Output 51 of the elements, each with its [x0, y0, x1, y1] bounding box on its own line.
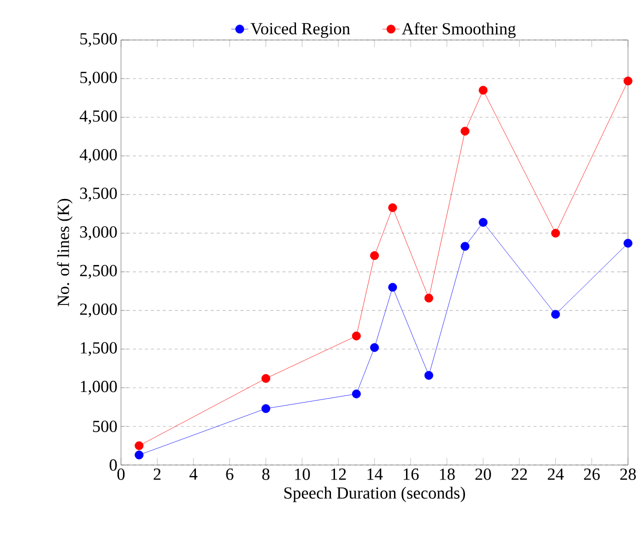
y-tick-label: 3,500: [80, 188, 117, 202]
point: [388, 282, 398, 292]
y-tick-label: 4,000: [80, 148, 117, 163]
point: [424, 370, 434, 380]
point: [388, 203, 398, 212]
point: [370, 343, 379, 352]
point: [261, 404, 270, 413]
point: [134, 441, 144, 450]
point: [352, 390, 361, 398]
x-tick-label: 14: [368, 468, 383, 480]
legend-label: After Smoothing: [402, 22, 516, 38]
x-tick-label: 22: [512, 468, 527, 480]
x-tick-label: 6: [226, 468, 234, 480]
y-tick-label: 500: [93, 420, 117, 432]
y-axis-title: No. of lines (K): [57, 198, 73, 306]
x-tick-label: 10: [295, 468, 310, 480]
point: [460, 242, 470, 251]
y-tick-label: 4,500: [80, 110, 117, 124]
y-tick-label: 3,000: [80, 226, 117, 240]
point: [370, 251, 379, 260]
y-tick-label: 2,500: [80, 264, 117, 279]
point: [261, 374, 270, 383]
point: [551, 228, 560, 238]
x-tick-label: 20: [475, 468, 491, 480]
point: [460, 126, 470, 136]
x-tick-label: 12: [331, 468, 346, 480]
x-tick-label: 18: [440, 468, 455, 480]
y-tick-label: 1,000: [80, 380, 117, 395]
point: [478, 218, 488, 227]
point: [624, 238, 632, 248]
x-tick-label: 28: [620, 468, 636, 480]
x-tick-label: 24: [548, 468, 564, 480]
x-axis-title: Speech Duration (seconds): [284, 486, 465, 502]
point: [134, 450, 144, 460]
x-tick-label: 16: [404, 468, 419, 480]
point: [624, 76, 632, 86]
x-tick-label: 2: [154, 468, 161, 480]
x-tick-label: 8: [262, 468, 270, 480]
x-tick-label: 26: [584, 468, 600, 480]
y-tick-label: 5,000: [80, 72, 117, 86]
point: [478, 86, 488, 95]
y-tick-label: 5,500: [80, 33, 117, 47]
x-tick-label: 4: [190, 468, 198, 480]
y-tick-label: 1,500: [80, 342, 117, 356]
y-tick-label: 2,000: [80, 304, 117, 318]
point: [551, 310, 560, 319]
point: [424, 294, 434, 302]
y-tick-label: 0: [110, 459, 117, 471]
legend-label: Voiced Region: [250, 22, 350, 38]
point: [352, 332, 361, 340]
x-tick-label: 0: [117, 468, 125, 480]
